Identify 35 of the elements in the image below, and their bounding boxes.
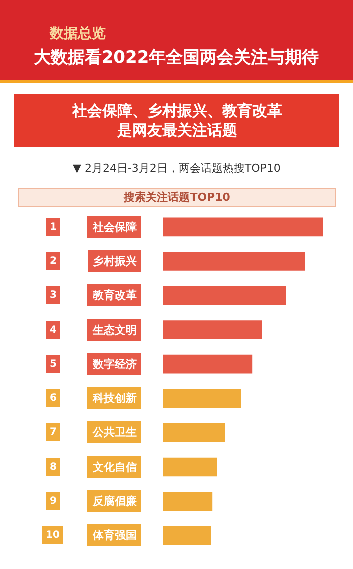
y-tick-label: 科技创新: [92, 392, 137, 405]
text: 6: [50, 393, 57, 404]
text: 搜索关注话题TOP10: [123, 191, 231, 204]
y-tick-label: 体育强国: [92, 529, 137, 542]
text: 7: [50, 427, 57, 438]
bar: [163, 389, 242, 408]
y-tick-label: 乡村振兴: [93, 255, 137, 268]
bar: [163, 218, 323, 237]
bar: [163, 424, 226, 442]
bar: [163, 354, 253, 374]
bar: [163, 458, 218, 477]
y-tick-label: 生态文明: [92, 324, 137, 337]
y-tick-label: 公共卫生: [92, 426, 137, 439]
text: 1: [50, 222, 57, 233]
text: 3: [50, 290, 57, 301]
text: 10: [46, 530, 60, 541]
text: 9: [50, 496, 57, 507]
bar: [163, 320, 262, 340]
text: ▼ 2月24日-3月2日，两会话题热搜TOP10: [73, 162, 281, 175]
text: 2: [50, 256, 57, 267]
text: 8: [50, 462, 57, 473]
text: 4: [50, 325, 57, 336]
chart-subtitle: 社会保障、乡村振兴、教育改革是网友最关注话题: [72, 102, 282, 140]
chart-title: 大数据看2022年全国两会关注与期待: [34, 48, 320, 68]
bar: [163, 286, 286, 306]
y-tick-label: 社会保障: [92, 221, 137, 234]
y-tick-label: 文化自信: [92, 461, 137, 474]
y-tick-label: 反腐倡廉: [92, 495, 137, 508]
text: 5: [50, 359, 57, 370]
text: 数据总览: [49, 26, 106, 42]
y-tick-label: 数字经济: [92, 358, 137, 371]
bar: [163, 526, 211, 546]
bar: [163, 492, 213, 511]
y-tick-label: 教育改革: [92, 289, 137, 302]
bar: [163, 252, 306, 271]
